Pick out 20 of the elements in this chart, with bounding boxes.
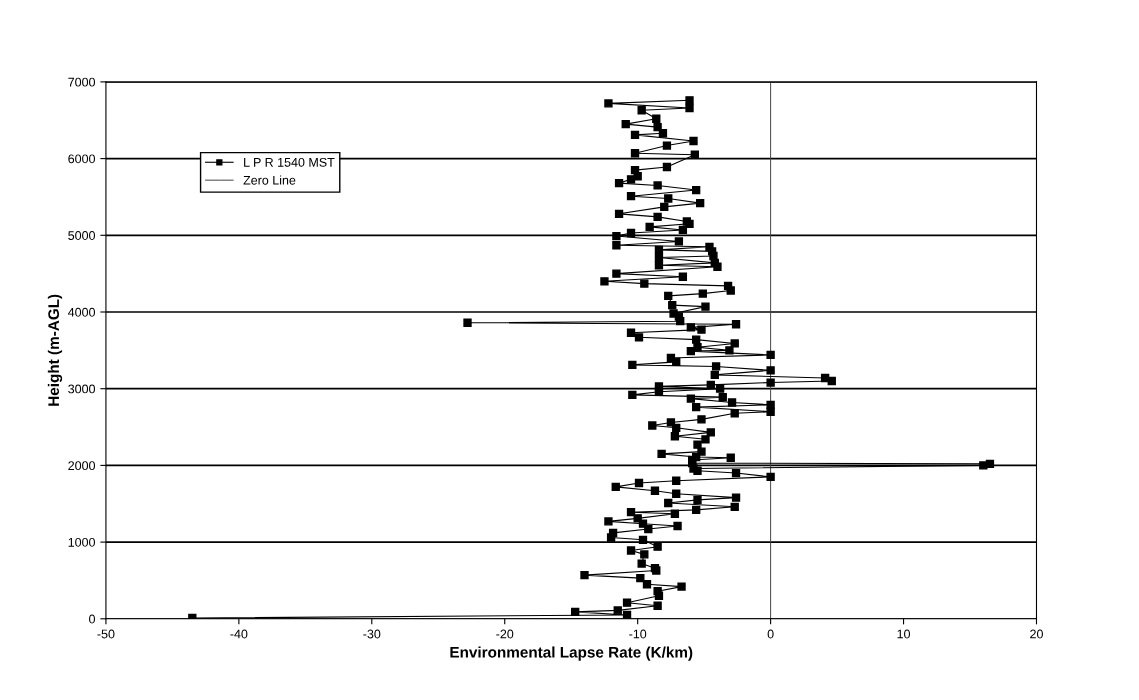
legend-label: Zero Line [243,175,296,185]
y-tick-label: 6000 [68,154,96,164]
y-axis-title: Height (m-AGL) [47,294,63,406]
x-tick-label: 20 [1030,629,1043,639]
y-tick-label: 7000 [68,77,96,87]
y-tick-label: 3000 [68,384,96,394]
x-tick-label: -20 [496,629,514,639]
x-tick-label: 10 [897,629,911,639]
x-axis-title: Environmental Lapse Rate (K/km) [450,646,693,661]
x-tick-label: -40 [230,629,248,639]
x-tick-label: 0 [767,629,774,639]
legend-label: L P R 1540 MST [244,157,335,167]
y-tick-label: 2000 [68,461,96,471]
x-tick-label: -30 [363,629,381,639]
y-tick-label: 5000 [68,231,96,240]
x-tick-label: -50 [97,629,115,639]
y-tick-label: 1000 [68,537,96,547]
y-tick-label: 4000 [67,307,96,317]
y-tick-label: 0 [89,614,96,624]
x-tick-label: -10 [629,629,647,639]
